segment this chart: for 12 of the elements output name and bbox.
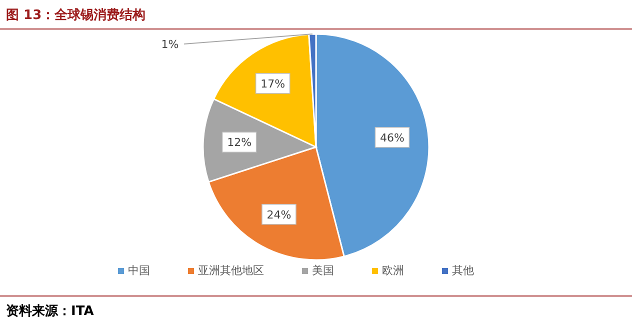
- text: 资料来源：ITA: [6, 304, 94, 319]
- legend-label: 美国: [312, 264, 334, 277]
- chart-title: 图 13：全球锡消费结构: [6, 7, 146, 23]
- legend-label: 欧洲: [382, 264, 404, 277]
- data-label: 24%: [266, 208, 292, 222]
- legend-label: 中国: [128, 264, 150, 277]
- legend-label: 其他: [452, 264, 474, 277]
- data-label: 1%: [161, 38, 179, 51]
- data-label: 12%: [227, 136, 252, 150]
- legend-label: 亚洲其他地区: [198, 264, 264, 277]
- data-label: 17%: [260, 77, 286, 90]
- data-label: 46%: [380, 131, 404, 144]
